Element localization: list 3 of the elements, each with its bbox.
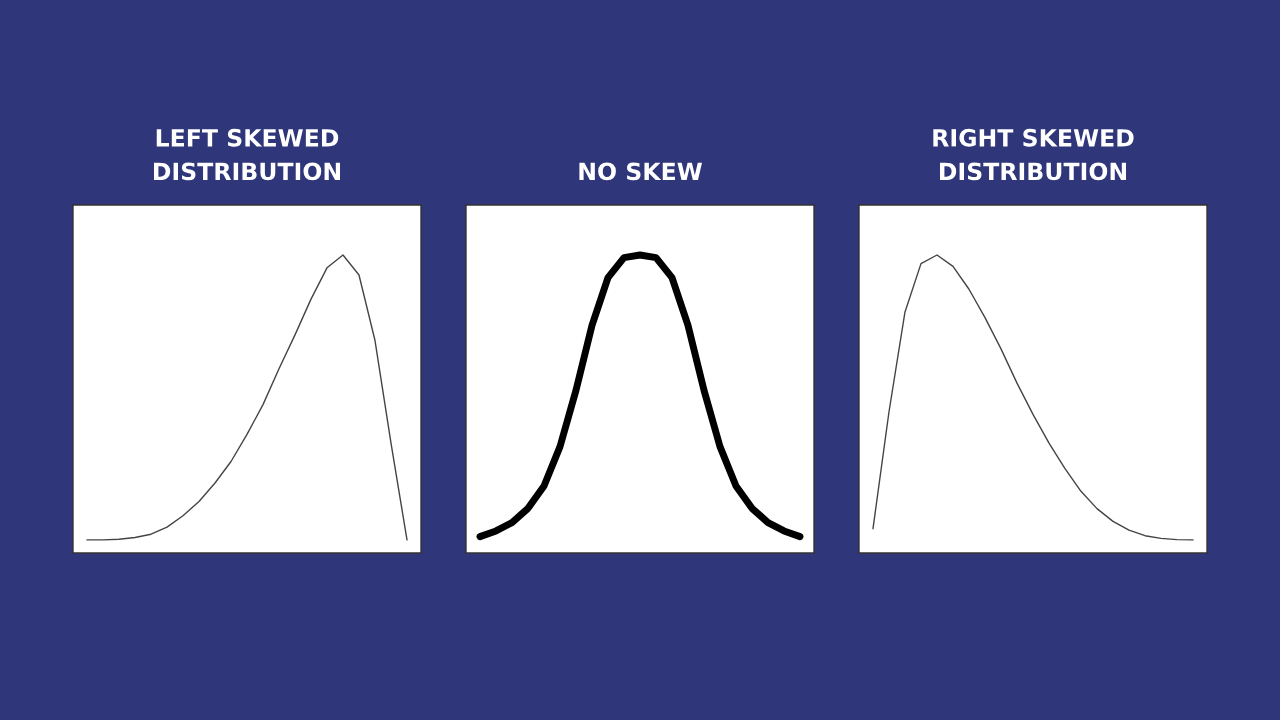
- chart-title: RIGHT SKEWED DISTRIBUTION: [933, 128, 1134, 181]
- chart-title: LEFT SKEWED DISTRIBUTION: [153, 128, 341, 181]
- chart-title: NO SKEW: [579, 162, 703, 181]
